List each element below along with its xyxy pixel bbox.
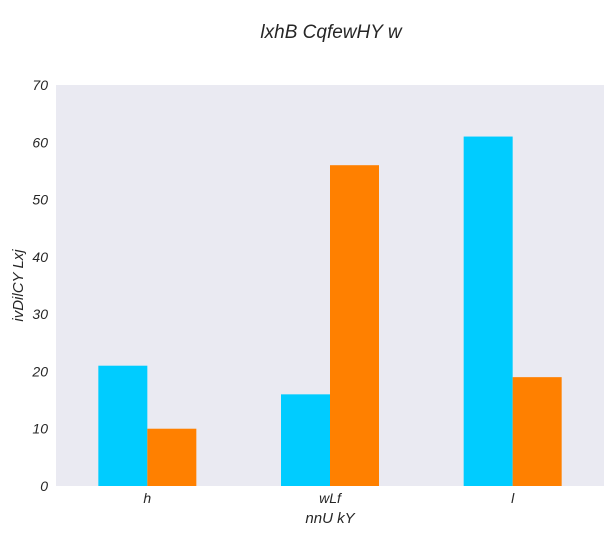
bar: [147, 428, 197, 486]
y-tick-label: 50: [32, 192, 48, 208]
y-tick-label: 60: [32, 134, 48, 150]
x-tick-label: l: [511, 490, 515, 506]
x-tick-label: h: [143, 490, 151, 506]
y-tick-label: 20: [31, 363, 48, 379]
chart-title: lxhB CqfewHY w: [260, 22, 402, 43]
y-tick-label: 30: [32, 306, 48, 322]
bar: [512, 377, 562, 486]
y-tick-label: 70: [32, 77, 48, 93]
y-axis-ticks: 0 10 20 30 40 50 60 70: [31, 77, 48, 494]
x-axis-label: nnU kY: [305, 510, 355, 527]
y-tick-label: 40: [32, 249, 48, 265]
y-tick-label: 0: [40, 478, 48, 494]
bar: [463, 136, 513, 487]
bars-group: [98, 136, 562, 487]
y-axis-label: ivDilCY Lxj: [10, 249, 27, 322]
x-tick-label: wLf: [319, 490, 343, 506]
bar: [330, 165, 379, 486]
x-axis-ticks: h wLf l: [143, 490, 515, 506]
y-tick-label: 10: [32, 421, 48, 437]
bar: [98, 365, 148, 486]
bar: [281, 394, 330, 486]
